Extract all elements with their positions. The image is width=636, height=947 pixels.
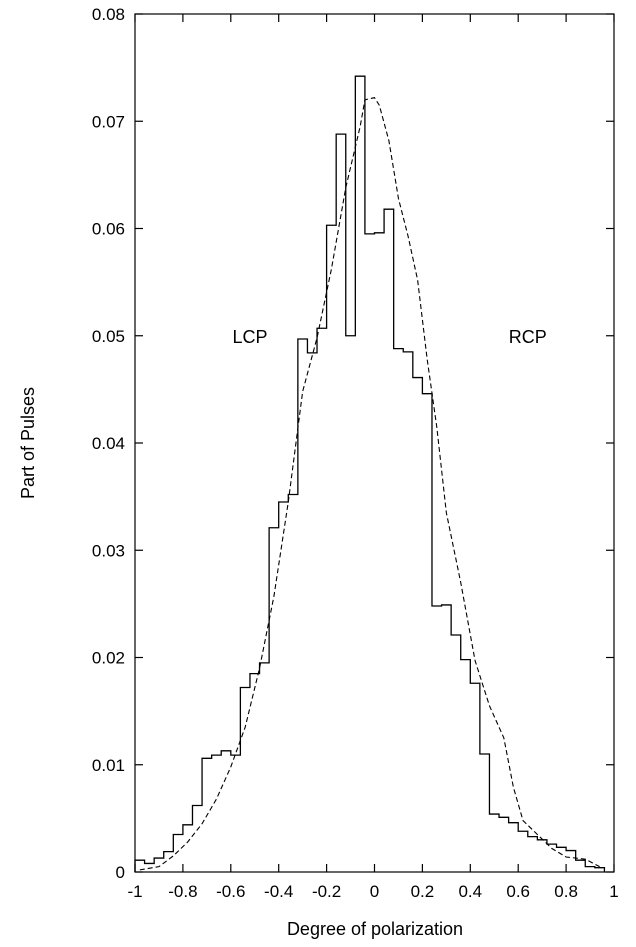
x-tick-label: -0.6 (216, 882, 245, 901)
y-tick-label: 0.04 (92, 434, 125, 453)
rcp-annotation: RCP (509, 327, 547, 347)
x-tick-label: -0.2 (312, 882, 341, 901)
y-tick-label: 0.02 (92, 649, 125, 668)
histogram-series (134, 75, 606, 872)
y-tick-label: 0.08 (92, 5, 125, 24)
y-axis-title: Part of Pulses (18, 387, 38, 499)
x-axis-title: Degree of polarization (287, 919, 463, 939)
ticks-layer: -1 -0.8 -0.6 -0.4 -0.2 0 0.2 0.4 0.6 0.8 1 0 0.01 0.0… (92, 5, 619, 901)
y-tick-label: 0.03 (92, 541, 125, 560)
series-layer (134, 75, 606, 872)
y-tick-label: 0 (116, 863, 125, 882)
plot-frame (134, 13, 615, 873)
y-tick-label: 0.05 (92, 327, 125, 346)
y-tick-label: 0.07 (92, 112, 125, 131)
y-tick-label: 0.06 (92, 220, 125, 239)
x-tick-label: -1 (127, 882, 142, 901)
x-tick-label: -0.4 (264, 882, 293, 901)
x-tick-label: 0.8 (554, 882, 578, 901)
x-tick-label: -0.8 (168, 882, 197, 901)
lcp-annotation: LCP (232, 327, 267, 347)
y-tick-label: 0.01 (92, 756, 125, 775)
x-tick-label: 0.2 (411, 882, 435, 901)
x-tick-label: 0.6 (506, 882, 530, 901)
fit-curve-series (139, 97, 600, 871)
x-tick-label: 0 (370, 882, 379, 901)
x-tick-label: 1 (609, 882, 618, 901)
x-tick-label: 0.4 (458, 882, 482, 901)
